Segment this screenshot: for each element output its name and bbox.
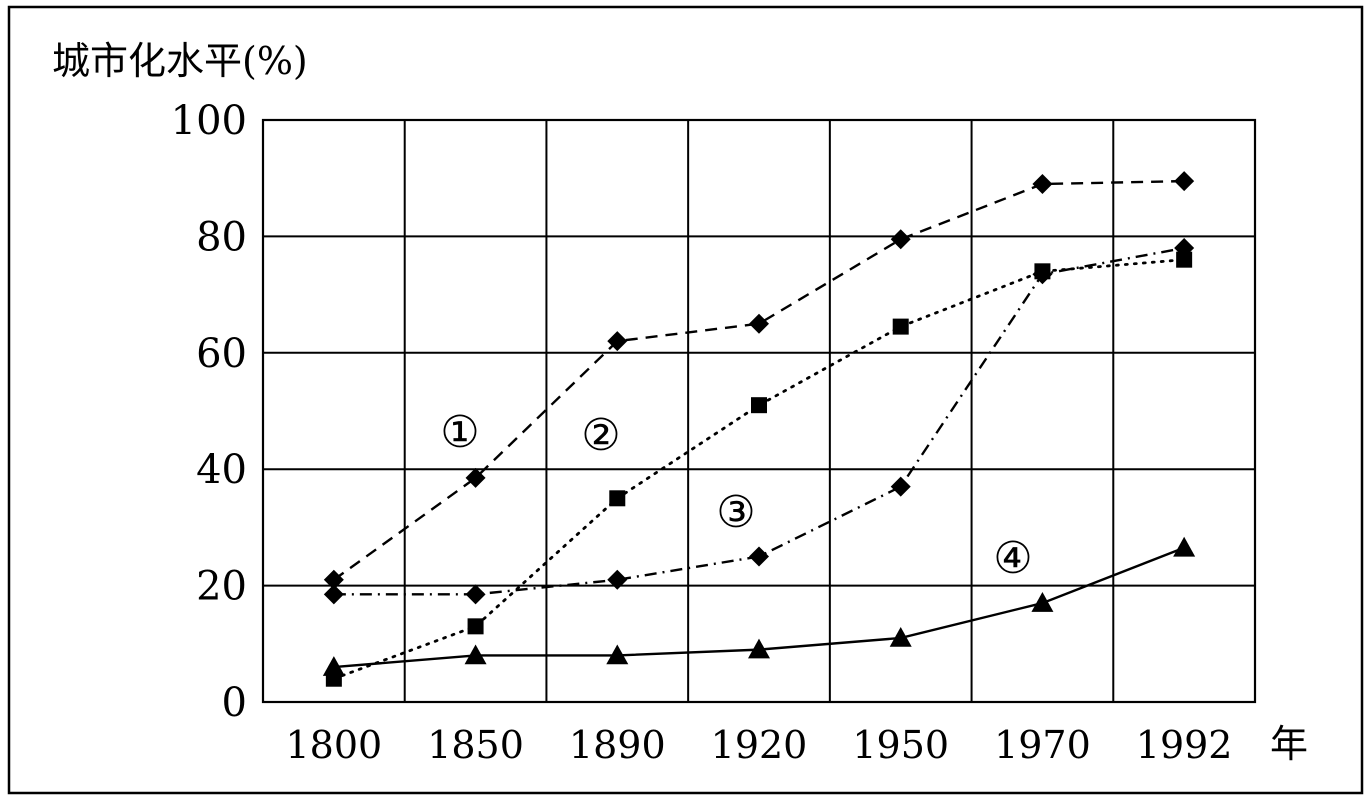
plot-frame — [261, 118, 1257, 704]
diamond-marker — [749, 313, 769, 334]
triangle-marker — [1031, 592, 1054, 612]
series-line — [333, 179, 1185, 581]
diamond-marker — [890, 229, 911, 250]
diamond-marker — [1174, 171, 1195, 192]
diamond-marker — [323, 584, 344, 605]
y-tick-label: 80 — [196, 214, 247, 260]
square-marker — [467, 618, 484, 635]
series-4 — [322, 536, 1196, 676]
diamond-marker — [1032, 174, 1053, 195]
diamond-marker — [749, 546, 769, 567]
triangle-marker — [322, 656, 345, 676]
series — [322, 171, 1196, 687]
series-label-1: ① — [440, 407, 479, 458]
x-axis-unit: 年 — [1270, 722, 1308, 766]
square-marker — [1176, 251, 1193, 268]
square-marker — [609, 490, 626, 507]
x-tick-label: 1850 — [427, 723, 524, 767]
series-1 — [323, 171, 1195, 590]
diamond-marker — [465, 467, 486, 488]
x-tick-label: 1992 — [1136, 723, 1233, 767]
triangle-marker — [748, 638, 770, 659]
y-tick-label: 0 — [222, 680, 247, 726]
x-tick-label: 1920 — [711, 723, 808, 767]
diamond-marker — [1174, 238, 1195, 259]
triangle-marker — [889, 626, 912, 647]
diamond-marker — [465, 584, 486, 605]
series-label-4: ④ — [993, 533, 1032, 584]
diamond-marker — [607, 331, 628, 352]
x-tick-label: 1970 — [994, 723, 1091, 767]
series-label-3: ③ — [716, 487, 755, 538]
triangle-marker — [1173, 536, 1196, 557]
triangle-marker — [464, 644, 487, 665]
series-labels: ① ② ③ ④ — [440, 407, 1032, 584]
square-marker — [892, 318, 909, 335]
diamond-marker — [1032, 264, 1053, 285]
y-tick-label: 60 — [196, 331, 247, 377]
series-label-2: ② — [581, 410, 620, 461]
diamond-marker — [607, 569, 628, 590]
diamond-marker — [323, 569, 344, 590]
x-tick-label: 1950 — [852, 723, 949, 767]
x-tick-label: 1800 — [285, 723, 382, 767]
series-3 — [323, 238, 1195, 605]
y-tick-label: 20 — [196, 564, 247, 610]
y-tick-label: 40 — [196, 447, 247, 493]
y-axis-title: 城市化水平(%) — [52, 39, 308, 83]
x-tick-label: 1890 — [569, 723, 666, 767]
y-tick-label: 100 — [171, 98, 247, 144]
tick-labels: 0 20 40 60 80 100 1800 1850 1890 1920 1950 1970 1992 — [171, 98, 1233, 767]
grid — [261, 118, 1257, 704]
square-marker — [751, 397, 767, 414]
figure-border — [7, 5, 1364, 795]
diamond-marker — [890, 476, 911, 497]
triangle-marker — [606, 644, 629, 665]
